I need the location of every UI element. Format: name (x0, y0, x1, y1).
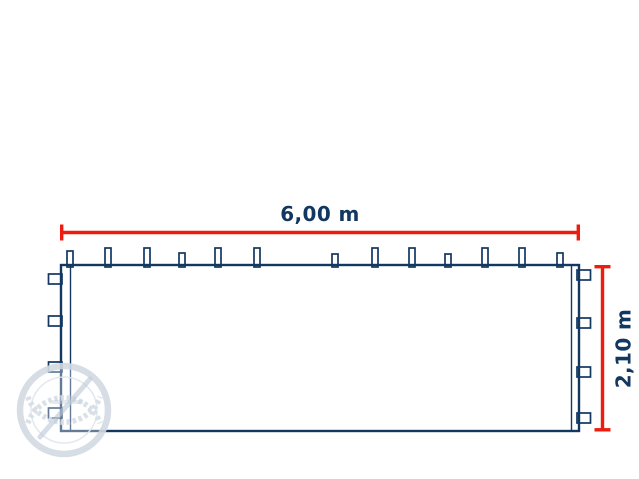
right-strap-loops (576, 269, 592, 424)
width-dimension-label: 6,00 m (280, 202, 360, 226)
strap-loop-top (518, 247, 526, 268)
height-dimension-label: 2,10 m (612, 309, 636, 389)
strap-loop-top (104, 247, 112, 268)
watermark-arc-text-bottom (25, 395, 103, 425)
strap-loop-top (143, 247, 151, 268)
width-dimension: 6,00 m (60, 202, 580, 241)
watermark-logo-diagonal (37, 376, 93, 440)
height-dimension: 2,10 m (594, 265, 636, 432)
strap-loop-top (556, 252, 564, 268)
watermark-inner-ring (30, 376, 98, 444)
watermark-arc-text-top (25, 395, 103, 425)
strap-loop-right (576, 366, 592, 378)
watermark (16, 362, 112, 458)
strap-loop-right (576, 412, 592, 424)
strap-loop-top (408, 247, 416, 268)
strap-loop-top (178, 252, 186, 268)
strap-loop-right (576, 317, 592, 329)
strap-loop-top (253, 247, 261, 268)
top-strap-loops (66, 247, 564, 268)
strap-loop-top (481, 247, 489, 268)
panel-outline (59, 263, 581, 433)
strap-loop-top (331, 253, 339, 268)
strap-loop-top (214, 247, 222, 268)
strap-loop-right (576, 269, 592, 281)
strap-loop-top (444, 253, 452, 268)
strap-loop-top (371, 247, 379, 268)
